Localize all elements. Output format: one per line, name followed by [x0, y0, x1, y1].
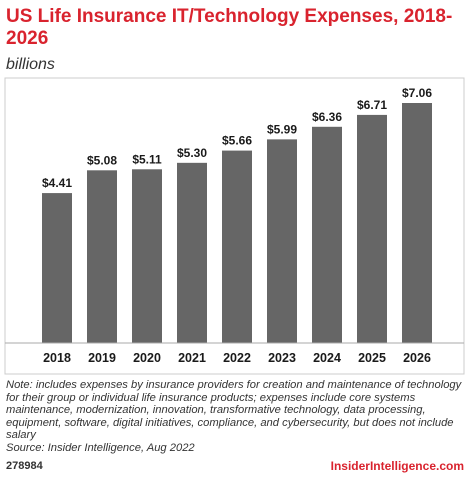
- bar-2022: [222, 150, 252, 343]
- bar-2026: [402, 103, 432, 343]
- bar-value-label-2026: $7.06: [402, 86, 432, 100]
- footnote: Note: includes expenses by insurance pro…: [6, 379, 464, 455]
- bar-chart: $4.41 $5.08 $5.11 $5.30 $5.66 $5.99 $6.36 $6.71…: [4, 77, 465, 375]
- chart-subtitle: billions: [6, 56, 55, 73]
- bar-value-label-2024: $6.36: [312, 110, 342, 124]
- x-tick-2021: 2021: [178, 351, 206, 365]
- note-text: Note: includes expenses by insurance pro…: [6, 379, 462, 442]
- bars-group: $4.41 $5.08 $5.11 $5.30 $5.66 $5.99 $6.36 $6.71…: [42, 86, 432, 344]
- bar-2023: [267, 139, 297, 343]
- x-tick-2026: 2026: [403, 351, 431, 365]
- bar-value-label-2020: $5.11: [132, 152, 162, 166]
- x-tick-labels: 2018 2019 2020 2021 2022 2023 2024 2025 2026: [43, 351, 431, 365]
- source-text: Source: Insider Intelligence, Aug 2022: [6, 441, 195, 454]
- x-tick-2024: 2024: [313, 351, 341, 365]
- bar-2020: [132, 169, 162, 343]
- x-tick-2022: 2022: [223, 351, 251, 365]
- bar-2024: [312, 126, 342, 343]
- x-tick-2019: 2019: [88, 351, 116, 365]
- chart-title: US Life Insurance IT/Technology Expenses…: [6, 6, 453, 49]
- x-tick-2018: 2018: [43, 351, 71, 365]
- x-tick-2023: 2023: [268, 351, 296, 365]
- bar-value-label-2018: $4.41: [42, 176, 72, 190]
- bar-value-label-2019: $5.08: [87, 153, 117, 167]
- chart-area: $4.41 $5.08 $5.11 $5.30 $5.66 $5.99 $6.36 $6.71…: [0, 76, 470, 376]
- bar-2018: [42, 193, 72, 343]
- chart-frame: [4, 77, 465, 375]
- bar-value-label-2022: $5.66: [222, 134, 252, 148]
- bar-2021: [177, 162, 207, 343]
- chart-id: 278984: [6, 460, 43, 472]
- bar-value-label-2021: $5.30: [177, 146, 207, 160]
- brand-link[interactable]: InsiderIntelligence.com: [330, 459, 464, 473]
- bar-value-label-2025: $6.71: [357, 98, 387, 112]
- bar-value-label-2023: $5.99: [267, 122, 297, 136]
- x-tick-2025: 2025: [358, 351, 386, 365]
- x-tick-2020: 2020: [133, 351, 161, 365]
- bar-2019: [87, 170, 117, 343]
- bar-2025: [357, 114, 387, 344]
